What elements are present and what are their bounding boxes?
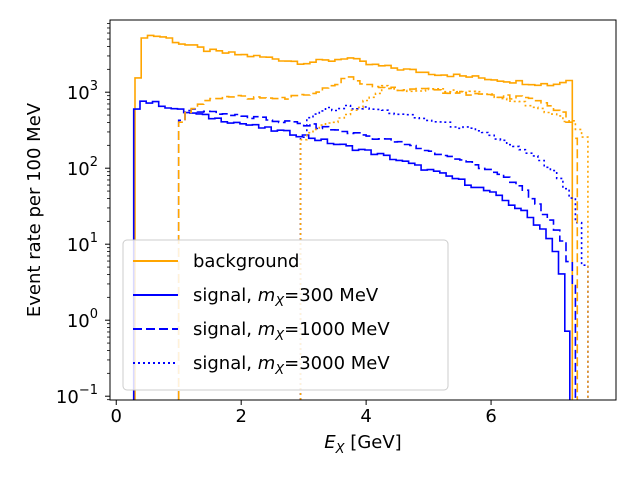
series-signal-1000 xyxy=(177,108,577,400)
legend-label-signal-3000: signal, mX=3000 MeV xyxy=(193,353,390,378)
legend: background signal, mX=300 MeV signal, mX=1… xyxy=(122,239,449,391)
x-axis-label: EX [GeV] xyxy=(324,432,401,457)
plot-frame xyxy=(109,19,617,401)
legend-box xyxy=(122,239,449,391)
y-tick-label: 100 xyxy=(67,307,98,332)
x-tick-label: 6 xyxy=(485,406,496,427)
y-tick-label: 102 xyxy=(67,155,98,180)
y-tick-label: 101 xyxy=(67,231,98,256)
y-axis-label: Event rate per 100 MeV xyxy=(24,102,45,317)
axes: 0 2 4 6 10−1 100 101 102 103 xyxy=(56,19,617,427)
series-layer xyxy=(132,34,589,400)
legend-label-signal-300: signal, mX=300 MeV xyxy=(193,285,379,310)
series-background-3000 xyxy=(299,84,589,400)
legend-label-background: background xyxy=(193,251,299,272)
x-tick-label: 4 xyxy=(360,406,371,427)
x-tick-label: 0 xyxy=(111,406,122,427)
series-signal-300 xyxy=(132,100,571,400)
series-background xyxy=(134,34,574,400)
x-tick-label: 2 xyxy=(235,406,246,427)
series-background-1000 xyxy=(177,76,579,400)
y-tick-label: 103 xyxy=(67,79,98,104)
legend-label-signal-1000: signal, mX=1000 MeV xyxy=(193,319,390,344)
y-tick-label: 10−1 xyxy=(56,383,98,408)
